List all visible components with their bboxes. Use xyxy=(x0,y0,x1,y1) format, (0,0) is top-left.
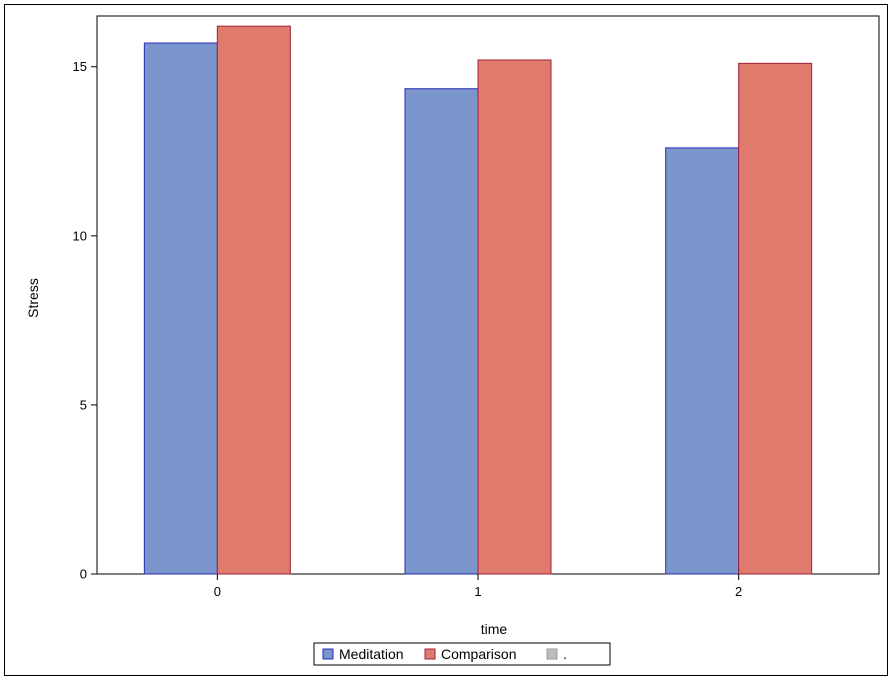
x-tick-label: 1 xyxy=(474,584,481,599)
bar-meditation-2 xyxy=(665,147,740,575)
x-tick-label: 2 xyxy=(735,584,742,599)
y-tick-label: 15 xyxy=(73,59,87,74)
y-tick-label: 10 xyxy=(73,228,87,243)
ticks: 0 5 10 15 0 1 2 xyxy=(73,59,743,599)
bar-comparison-1 xyxy=(477,59,552,575)
legend-box xyxy=(313,642,611,666)
y-tick-label: 5 xyxy=(80,397,87,412)
legend-label-1: Comparison xyxy=(441,646,516,662)
bar-comparison-2 xyxy=(738,62,813,575)
bars xyxy=(143,25,813,575)
x-axis-title: time xyxy=(481,621,508,637)
y-axis-title: Stress xyxy=(25,278,41,318)
y-tick-label: 0 xyxy=(80,567,87,582)
legend-swatch-2 xyxy=(546,648,558,660)
legend-label-2: . xyxy=(563,646,567,662)
bar-comparison-0 xyxy=(216,25,291,575)
legend-swatch-1 xyxy=(424,648,436,660)
bar-meditation-0 xyxy=(143,42,218,575)
x-tick-label: 0 xyxy=(214,584,221,599)
legend: Meditation Comparison. xyxy=(313,642,611,666)
legend-label-0: Meditation xyxy=(339,646,404,662)
bar-meditation-1 xyxy=(404,88,479,575)
legend-swatch-0 xyxy=(322,648,334,660)
